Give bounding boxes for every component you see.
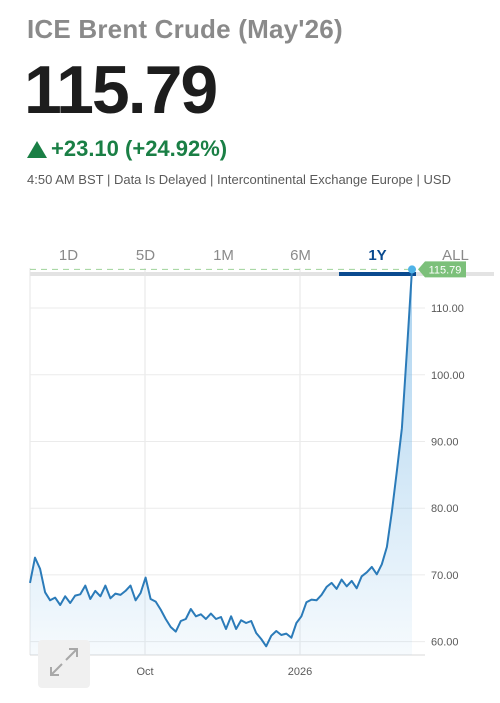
x-tick-label: Oct xyxy=(136,666,153,678)
range-tabs-track xyxy=(30,272,494,276)
y-axis-labels: 110.00 100.00 90.00 80.00 70.00 60.00 xyxy=(431,303,465,649)
last-price: 115.79 xyxy=(24,52,218,128)
last-price-tag-label: 115.79 xyxy=(429,264,462,276)
tab-6m[interactable]: 6M xyxy=(290,247,311,264)
quote-meta-info: 4:50 AM BST | Data Is Delayed | Intercon… xyxy=(27,172,451,187)
x-axis-labels: Oct 2026 xyxy=(136,666,312,678)
expand-chart-button[interactable] xyxy=(38,640,90,688)
tab-all[interactable]: ALL xyxy=(442,247,469,264)
instrument-title: ICE Brent Crude (May'26) xyxy=(27,14,343,44)
y-tick-label: 70.00 xyxy=(431,570,459,582)
range-tabs: 1D 5D 1M 6M 1Y ALL xyxy=(30,240,494,278)
y-tick-label: 90.00 xyxy=(431,436,459,448)
range-tab-active-indicator xyxy=(339,272,416,276)
price-change: +23.10 (+24.92%) xyxy=(27,134,227,164)
tab-1m[interactable]: 1M xyxy=(213,247,234,264)
last-price-marker: 115.79 xyxy=(30,261,466,278)
expand-arrows-icon xyxy=(50,648,78,676)
last-price-dot xyxy=(408,265,416,274)
last-price-tag xyxy=(418,261,466,278)
x-tick-label: 2026 xyxy=(288,666,312,678)
y-tick-label: 110.00 xyxy=(431,303,464,315)
tab-1d[interactable]: 1D xyxy=(58,247,79,264)
price-area-fill xyxy=(30,269,412,655)
price-line[interactable] xyxy=(29,269,413,648)
tab-5d[interactable]: 5D xyxy=(135,247,156,264)
y-tick-label: 100.00 xyxy=(431,370,465,382)
triangle-up-icon xyxy=(27,140,47,158)
y-tick-label: 60.00 xyxy=(431,637,459,649)
tab-1y[interactable]: 1Y xyxy=(368,247,387,264)
price-change-text: +23.10 (+24.92%) xyxy=(51,136,228,161)
y-tick-label: 80.00 xyxy=(431,503,459,515)
